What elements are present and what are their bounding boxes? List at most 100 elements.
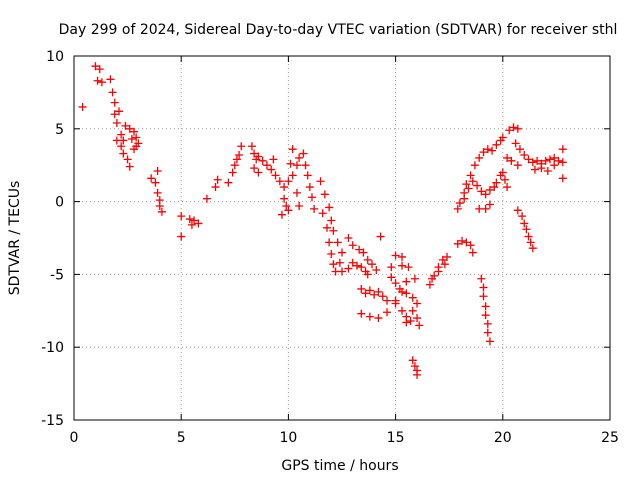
data-point — [408, 356, 417, 365]
data-point — [391, 296, 400, 305]
x-tick-label: 5 — [177, 430, 186, 446]
data-point — [513, 124, 522, 133]
data-point — [368, 260, 377, 269]
data-point — [483, 328, 492, 337]
data-point — [344, 234, 353, 242]
data-point — [520, 219, 529, 228]
data-point — [413, 299, 422, 308]
data-point — [267, 165, 276, 174]
data-point — [404, 263, 413, 272]
data-point — [458, 236, 467, 245]
data-series — [247, 142, 319, 219]
data-point — [528, 244, 537, 253]
data-point — [134, 139, 143, 148]
data-point — [365, 286, 374, 295]
data-point — [440, 260, 449, 269]
data-point — [123, 155, 132, 164]
data-point — [190, 216, 199, 225]
data-point — [490, 183, 499, 192]
data-point — [327, 216, 336, 225]
data-point — [117, 142, 126, 151]
grid-lines — [74, 56, 610, 420]
data-point — [254, 152, 263, 161]
data-point — [325, 203, 334, 212]
data-point — [533, 156, 542, 165]
data-point — [488, 146, 497, 155]
data-point — [505, 126, 514, 135]
data-point — [475, 204, 484, 213]
y-tick-label: 0 — [55, 195, 64, 211]
data-point — [425, 280, 434, 289]
data-point — [132, 133, 141, 142]
data-point — [91, 62, 100, 71]
data-point — [357, 263, 366, 272]
data-point — [232, 155, 241, 164]
data-point — [372, 266, 381, 275]
data-point — [331, 267, 340, 276]
data-point — [485, 200, 494, 209]
data-point — [524, 232, 533, 241]
data-series — [344, 232, 411, 323]
data-point — [481, 190, 490, 199]
data-point — [187, 220, 196, 229]
data-point — [194, 219, 203, 228]
data-point — [466, 171, 475, 180]
data-point — [254, 168, 263, 177]
y-tick-label: -15 — [41, 413, 64, 429]
data-series — [453, 236, 477, 257]
data-point — [282, 201, 291, 210]
data-point — [280, 183, 289, 192]
data-point — [359, 248, 368, 257]
data-point — [305, 183, 314, 192]
data-point — [286, 159, 295, 168]
data-point — [250, 149, 259, 158]
data-point — [277, 210, 286, 219]
data-point — [485, 337, 494, 346]
data-point — [125, 162, 134, 171]
data-point — [318, 209, 327, 218]
data-point — [338, 248, 346, 257]
data-point — [110, 110, 119, 119]
data-point — [307, 193, 316, 202]
data-point — [413, 314, 422, 323]
data-point — [327, 250, 336, 259]
data-point — [230, 161, 239, 170]
data-point — [284, 177, 293, 186]
data-point — [473, 181, 482, 190]
data-point — [522, 225, 531, 234]
data-point — [550, 161, 559, 170]
data-point — [237, 142, 246, 151]
data-series — [503, 123, 567, 183]
data-point — [511, 139, 520, 148]
x-tick-label: 20 — [494, 430, 512, 446]
y-tick-label: -5 — [50, 267, 64, 283]
data-point — [513, 206, 522, 215]
data-point — [507, 156, 516, 165]
data-point — [292, 188, 301, 197]
data-point — [211, 183, 220, 192]
data-point — [515, 145, 524, 154]
data-point — [78, 102, 87, 111]
data-point — [353, 261, 362, 270]
data-point — [258, 156, 267, 165]
data-point — [374, 287, 383, 296]
y-tick-label: -10 — [41, 340, 64, 356]
data-point — [177, 212, 186, 221]
data-point — [530, 165, 539, 174]
data-point — [95, 65, 104, 74]
data-point — [545, 155, 554, 164]
data-point — [157, 207, 166, 216]
data-point — [391, 279, 400, 288]
data-point — [518, 212, 527, 221]
data-point — [475, 153, 484, 162]
data-point — [483, 319, 492, 328]
data-point — [453, 204, 462, 213]
data-point — [492, 178, 501, 187]
data-series — [106, 75, 143, 171]
data-point — [503, 183, 512, 192]
data-point — [177, 232, 186, 241]
data-point — [344, 264, 353, 273]
data-point — [329, 226, 338, 235]
data-point — [93, 76, 102, 85]
